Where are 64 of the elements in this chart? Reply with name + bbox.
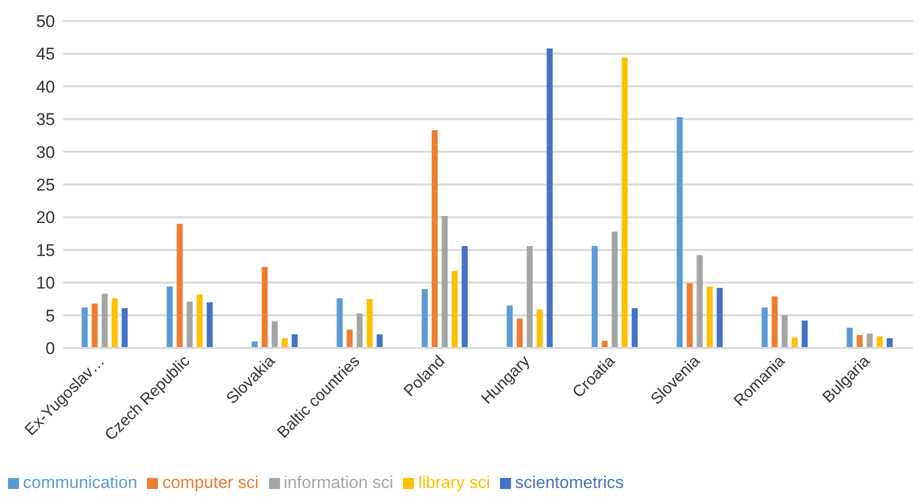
bar (506, 305, 513, 348)
y-tick-label: 5 (46, 306, 55, 326)
bar (176, 224, 183, 348)
bar (526, 246, 533, 348)
bar (422, 289, 428, 348)
bar (546, 48, 553, 348)
legend-label: communication (23, 473, 138, 492)
legend-label: computer sci (162, 473, 259, 492)
bar (282, 338, 288, 348)
bar (336, 298, 343, 348)
y-tick-label: 30 (36, 142, 55, 162)
bar (292, 334, 298, 348)
bar (886, 338, 893, 348)
bar (432, 130, 438, 348)
bar (262, 266, 268, 348)
bar (846, 328, 853, 348)
bar (206, 302, 213, 348)
bar (272, 321, 278, 348)
bar (592, 246, 598, 348)
bar (102, 294, 108, 348)
y-tick-label: 20 (36, 208, 55, 228)
bar (782, 315, 788, 348)
bar (632, 308, 638, 348)
bar (346, 330, 353, 348)
bar (612, 232, 618, 348)
bar (462, 246, 468, 348)
bar (856, 334, 863, 348)
bar (366, 298, 373, 348)
bar (166, 286, 173, 348)
y-tick-label: 10 (36, 274, 55, 293)
bar (92, 304, 98, 348)
bar (802, 320, 808, 348)
bar (82, 307, 88, 348)
bar (196, 294, 203, 348)
y-tick-label: 25 (36, 176, 55, 195)
bar (516, 318, 523, 348)
bar (876, 336, 883, 348)
bar (696, 255, 703, 348)
bar (792, 338, 798, 348)
bar (716, 288, 723, 348)
bar (112, 298, 118, 348)
y-tick-label: 40 (36, 77, 55, 96)
bar (686, 283, 693, 348)
y-tick-label: 35 (36, 110, 55, 130)
bar (452, 270, 458, 348)
bar (442, 216, 448, 348)
bar (186, 302, 193, 348)
bar (122, 308, 128, 348)
bar (772, 296, 778, 348)
y-tick-label: 45 (36, 44, 55, 64)
bar (536, 309, 543, 348)
y-tick-label: 15 (36, 240, 55, 260)
y-tick-label: 0 (46, 339, 55, 358)
bar (376, 334, 383, 348)
legend-label: scientometrics (515, 473, 624, 492)
legend-label: library sci (418, 473, 490, 492)
bar (622, 58, 628, 348)
bar (866, 334, 873, 348)
y-tick-label: 50 (36, 12, 55, 32)
bar (762, 307, 768, 348)
legend-label: information sci (284, 473, 394, 492)
bar (706, 286, 713, 348)
bar (356, 313, 363, 348)
bar (676, 117, 683, 348)
